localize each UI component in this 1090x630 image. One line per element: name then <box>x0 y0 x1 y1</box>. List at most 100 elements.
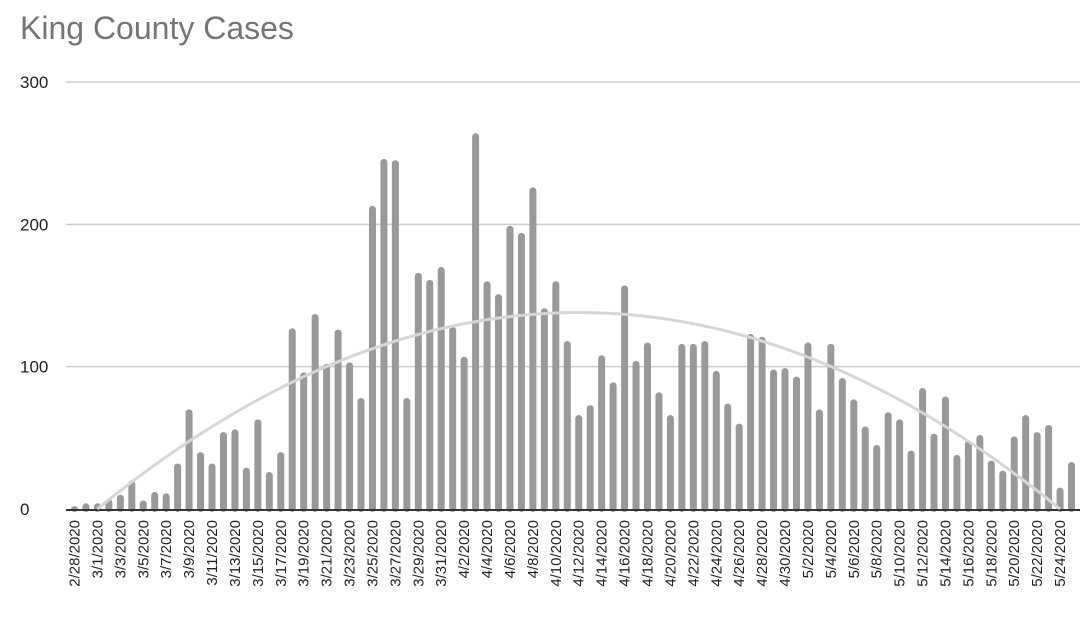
x-tick-label: 3/3/2020 <box>112 520 129 578</box>
x-tick-label: 3/13/2020 <box>227 520 244 587</box>
x-tick-label: 5/8/2020 <box>869 520 886 578</box>
bar <box>598 355 606 512</box>
x-tick-label: 4/14/2020 <box>594 520 611 587</box>
bar <box>300 372 308 512</box>
bar <box>506 225 514 513</box>
x-tick-label: 4/8/2020 <box>525 520 542 578</box>
bar <box>391 160 399 513</box>
bar <box>552 281 560 512</box>
bar <box>1068 462 1076 512</box>
bar <box>792 376 800 512</box>
x-tick-label: 5/2/2020 <box>800 520 817 578</box>
bar <box>197 452 205 512</box>
x-tick-label: 5/16/2020 <box>960 520 977 587</box>
x-tick-label: 4/10/2020 <box>548 520 565 587</box>
bar <box>288 328 296 512</box>
x-tick-label: 3/9/2020 <box>181 520 198 578</box>
bar <box>116 494 124 512</box>
x-tick-label: 5/14/2020 <box>937 520 954 587</box>
bar <box>1033 432 1041 512</box>
bar <box>357 397 365 512</box>
bar <box>311 314 319 512</box>
bar <box>907 450 915 512</box>
bar <box>208 463 216 512</box>
trendline <box>96 311 1062 511</box>
bar <box>735 423 743 512</box>
bar <box>540 308 548 512</box>
bar <box>644 342 651 512</box>
x-tick-label: 2/28/2020 <box>67 520 84 587</box>
x-tick-label: 4/2/2020 <box>456 520 473 578</box>
x-tick-label: 3/23/2020 <box>342 520 359 587</box>
bar <box>930 433 938 512</box>
bar <box>529 187 537 512</box>
x-tick-label: 5/22/2020 <box>1029 520 1046 587</box>
bar <box>987 460 995 512</box>
x-tick-label: 3/19/2020 <box>296 520 313 587</box>
bar <box>884 412 892 512</box>
x-tick-label: 4/26/2020 <box>731 520 748 587</box>
bar <box>575 415 583 512</box>
x-tick-label: 4/30/2020 <box>777 520 794 587</box>
bar <box>265 471 273 512</box>
bar <box>689 343 697 512</box>
bar <box>953 454 961 512</box>
bar <box>850 399 858 512</box>
bar <box>666 415 674 512</box>
bar <box>701 341 709 512</box>
x-tick-label: 4/16/2020 <box>617 520 634 587</box>
bar <box>632 360 640 512</box>
bar <box>1022 415 1030 512</box>
bar <box>174 463 182 512</box>
bar <box>185 409 193 512</box>
x-tick-label: 3/31/2020 <box>433 520 450 587</box>
bar <box>242 467 250 512</box>
bar <box>483 281 491 512</box>
bar <box>621 285 629 512</box>
bar <box>678 343 686 512</box>
x-tick-label: 3/17/2020 <box>273 520 290 587</box>
x-tick-label: 5/4/2020 <box>823 520 840 578</box>
bar <box>437 267 445 512</box>
x-tick-label: 5/10/2020 <box>892 520 909 587</box>
x-tick-label: 3/7/2020 <box>158 520 175 578</box>
bar <box>426 279 434 512</box>
x-tick-label: 3/29/2020 <box>410 520 427 587</box>
bar <box>609 382 617 512</box>
bar <box>712 370 720 512</box>
bar <box>861 426 869 512</box>
bar <box>758 336 766 512</box>
bar <box>804 342 812 512</box>
bar <box>151 491 159 512</box>
x-tick-label: 4/6/2020 <box>502 520 519 578</box>
x-tick-label: 5/20/2020 <box>1006 520 1023 587</box>
y-tick-label: 0 <box>20 500 29 519</box>
bar <box>781 368 789 512</box>
bar <box>231 429 239 512</box>
bar <box>495 294 503 512</box>
bar <box>873 444 881 512</box>
x-tick-label: 4/18/2020 <box>640 520 657 587</box>
bar <box>815 409 823 512</box>
bar <box>1045 425 1053 512</box>
bar <box>380 158 388 513</box>
x-tick-label: 4/20/2020 <box>662 520 679 587</box>
bar <box>770 369 778 512</box>
x-tick-label: 5/6/2020 <box>846 520 863 578</box>
bar <box>655 392 663 512</box>
bar <box>460 356 468 512</box>
bar <box>976 434 984 512</box>
x-tick-label: 4/4/2020 <box>479 520 496 578</box>
bar <box>368 205 376 512</box>
x-tick-label: 3/27/2020 <box>387 520 404 587</box>
x-tick-label: 3/25/2020 <box>364 520 381 587</box>
bar <box>162 493 170 512</box>
x-tick-label: 3/11/2020 <box>204 520 221 586</box>
bar <box>323 363 331 512</box>
bar <box>219 432 227 512</box>
bar <box>747 333 755 512</box>
bar <box>128 480 136 512</box>
bar <box>414 272 422 512</box>
bar <box>941 396 949 512</box>
x-tick-label: 5/24/2020 <box>1052 520 1069 587</box>
